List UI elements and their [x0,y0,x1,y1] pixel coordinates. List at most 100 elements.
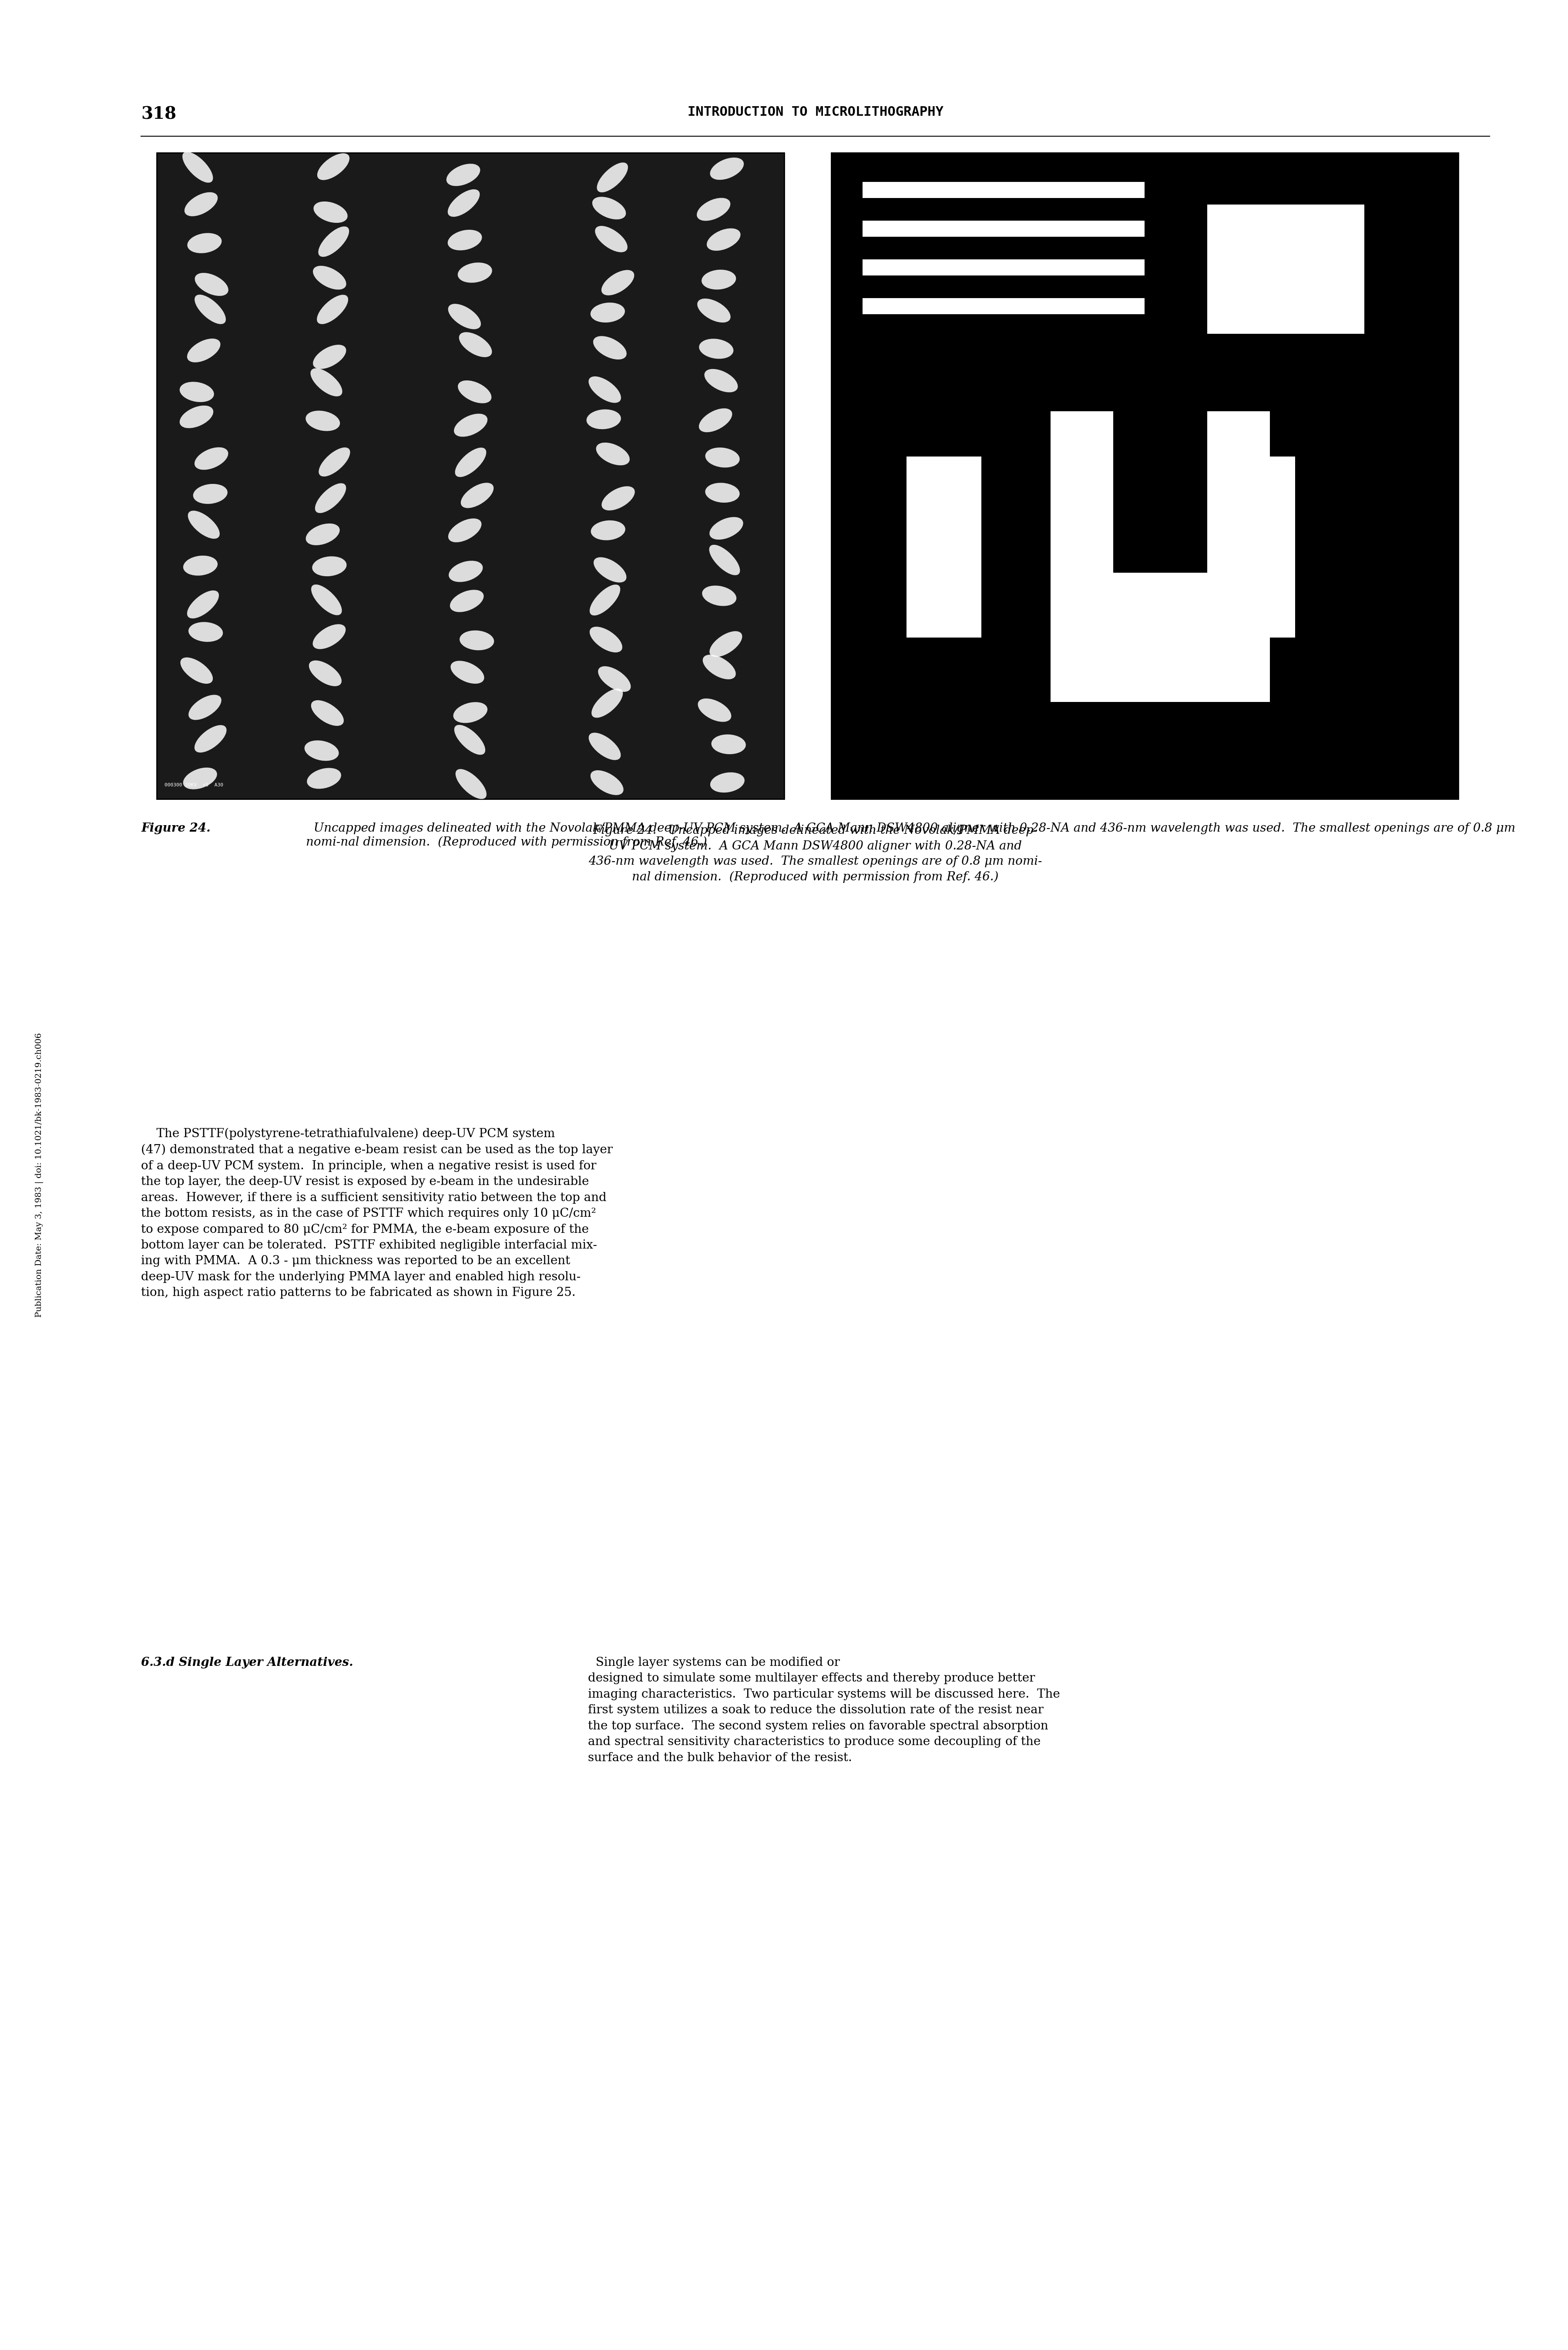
Text: 6.3.d Single Layer Alternatives.: 6.3.d Single Layer Alternatives. [141,1657,353,1668]
Text: Uncapped images delineated with the Novolak/PMMA deep-UV PCM system.  A GCA Mann: Uncapped images delineated with the Novo… [306,822,1515,848]
Ellipse shape [314,266,347,289]
Bar [1220,456,1295,637]
Ellipse shape [448,519,481,543]
Ellipse shape [188,510,220,538]
Ellipse shape [458,263,492,282]
Ellipse shape [710,773,745,792]
Ellipse shape [593,197,626,219]
Bar [1063,456,1138,637]
Ellipse shape [586,409,621,430]
Ellipse shape [194,294,226,324]
Ellipse shape [306,524,340,545]
Bar [862,181,1145,197]
Ellipse shape [602,270,633,296]
Ellipse shape [314,202,348,223]
Ellipse shape [314,345,347,369]
Ellipse shape [183,768,216,790]
Ellipse shape [696,197,731,221]
Ellipse shape [318,226,350,256]
Ellipse shape [185,193,218,216]
Ellipse shape [448,562,483,583]
Ellipse shape [698,298,731,322]
Bar [862,298,1145,315]
Ellipse shape [318,446,350,477]
Ellipse shape [602,486,635,510]
Ellipse shape [447,165,480,186]
Ellipse shape [315,484,347,512]
Ellipse shape [182,153,213,183]
Ellipse shape [709,545,740,576]
Ellipse shape [712,736,746,754]
Bar [862,258,1145,275]
Ellipse shape [304,740,339,761]
Ellipse shape [317,153,350,181]
Ellipse shape [448,303,481,329]
Ellipse shape [312,557,347,576]
Ellipse shape [448,190,480,216]
Ellipse shape [699,338,734,360]
Ellipse shape [461,482,494,508]
Ellipse shape [453,414,488,437]
Ellipse shape [591,519,626,541]
Bar [1207,204,1364,334]
Ellipse shape [187,233,221,254]
Ellipse shape [455,446,486,477]
Ellipse shape [706,446,740,468]
Ellipse shape [709,632,742,658]
Ellipse shape [188,696,221,719]
Ellipse shape [596,442,630,465]
Ellipse shape [593,336,627,360]
Ellipse shape [180,658,213,684]
Ellipse shape [597,667,630,691]
Ellipse shape [309,660,342,686]
Ellipse shape [707,228,740,251]
Ellipse shape [448,230,481,251]
Ellipse shape [702,585,737,606]
Bar [1176,186,1396,348]
Ellipse shape [183,555,218,576]
Text: Figure 24.: Figure 24. [141,822,210,834]
Ellipse shape [187,338,221,362]
Ellipse shape [702,656,735,679]
Ellipse shape [698,698,731,721]
Ellipse shape [194,273,229,296]
Ellipse shape [597,162,627,193]
Ellipse shape [704,369,739,392]
Bar [831,153,1458,799]
Ellipse shape [317,294,348,324]
Text: The PSTTF(polystyrene-tetrathiafulvalene) deep-UV PCM system
(47) demonstrated t: The PSTTF(polystyrene-tetrathiafulvalene… [141,1128,613,1300]
Ellipse shape [193,484,227,503]
Ellipse shape [591,771,624,794]
Ellipse shape [590,585,621,616]
Text: 318: 318 [141,106,177,122]
Ellipse shape [194,446,229,470]
Bar [157,153,784,799]
Ellipse shape [591,689,622,717]
Bar [906,456,982,637]
Ellipse shape [307,768,342,790]
Text: 000300 20KV  ×5  A30: 000300 20KV ×5 A30 [165,783,223,787]
Ellipse shape [588,733,621,759]
Ellipse shape [458,381,491,404]
Ellipse shape [709,517,743,540]
Ellipse shape [180,381,213,402]
Bar [1113,411,1207,573]
Ellipse shape [455,724,485,754]
Ellipse shape [701,270,735,289]
Ellipse shape [312,625,345,649]
Text: Publication Date: May 3, 1983 | doi: 10.1021/bk-1983-0219.ch006: Publication Date: May 3, 1983 | doi: 10.… [34,1032,44,1318]
Ellipse shape [450,590,483,611]
Ellipse shape [310,585,342,616]
Ellipse shape [310,700,343,726]
Ellipse shape [194,726,226,752]
Ellipse shape [591,303,626,322]
Ellipse shape [188,623,223,642]
Ellipse shape [306,411,340,430]
Bar [862,221,1145,237]
Ellipse shape [588,376,621,402]
Text: INTRODUCTION TO MICROLITHOGRAPHY: INTRODUCTION TO MICROLITHOGRAPHY [687,106,944,118]
Ellipse shape [594,226,627,251]
Ellipse shape [187,590,220,618]
Ellipse shape [459,630,494,651]
Ellipse shape [699,409,732,432]
